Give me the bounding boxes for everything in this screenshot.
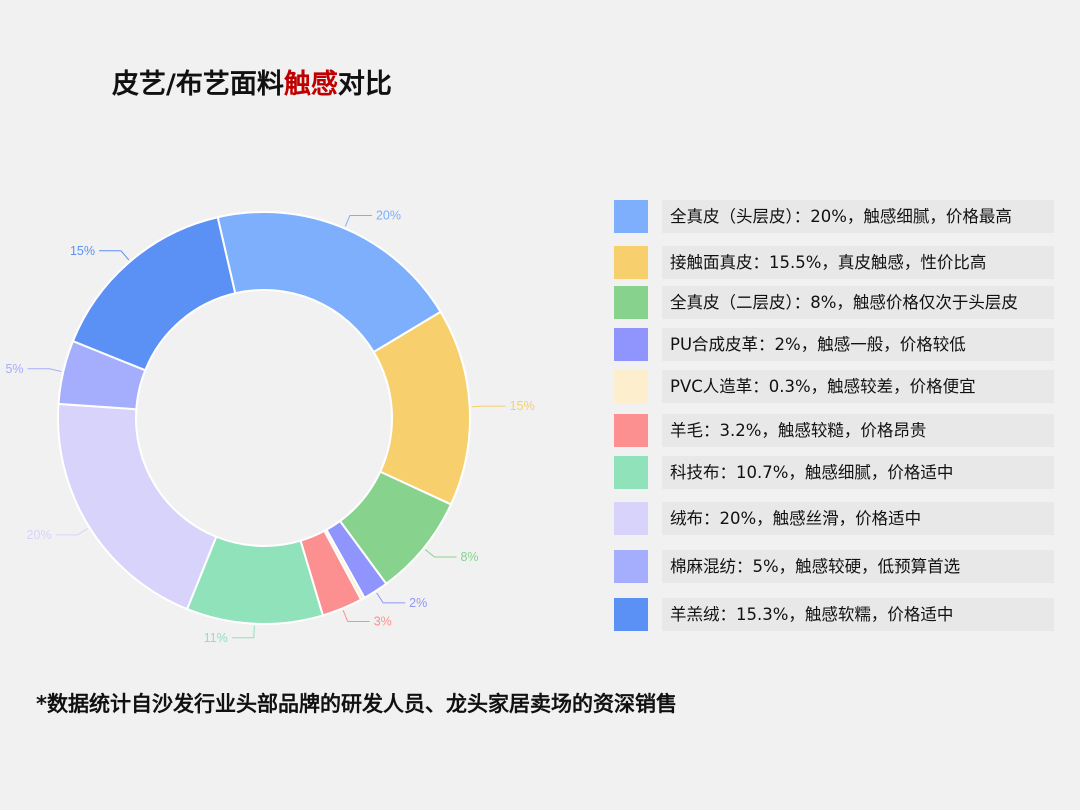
legend-item-7: 绒布：20%，触感丝滑，价格适中 [614, 502, 1054, 535]
legend-item-6: 科技布：10.7%，触感细腻，价格适中 [614, 456, 1054, 489]
label-leader-9 [99, 250, 130, 261]
legend-swatch-4 [614, 370, 648, 403]
legend-swatch-9 [614, 598, 648, 631]
label-leader-1 [471, 405, 506, 408]
slice-label-7: 20% [27, 528, 52, 542]
label-leader-3 [376, 592, 406, 604]
page-title: 皮艺/布艺面料触感对比 [112, 62, 392, 101]
slice-label-5: 3% [374, 614, 392, 628]
donut-slice-9 [71, 216, 237, 372]
donut-slices [57, 211, 471, 625]
slice-label-0: 20% [376, 208, 401, 222]
slice-label-6: 11% [204, 631, 228, 645]
label-leader-7 [55, 528, 89, 536]
legend-label-9: 羊羔绒：15.3%，触感软糯，价格适中 [662, 598, 1054, 631]
label-leader-6 [231, 625, 255, 639]
legend-swatch-8 [614, 550, 648, 583]
legend-swatch-0 [614, 200, 648, 233]
legend-label-4: PVC人造革：0.3%，触感较差，价格便宜 [662, 370, 1054, 403]
legend-item-2: 全真皮（二层皮）：8%，触感价格仅次于头层皮 [614, 286, 1054, 319]
slice-label-2: 8% [460, 550, 478, 564]
legend-item-5: 羊毛：3.2%，触感较糙，价格昂贵 [614, 414, 1054, 447]
legend-label-1: 接触面真皮：15.5%，真皮触感，性价比高 [662, 246, 1054, 279]
legend-swatch-2 [614, 286, 648, 319]
slice-label-3: 2% [409, 596, 427, 610]
legend-swatch-7 [614, 502, 648, 535]
footnote: *数据统计自沙发行业头部品牌的研发人员、龙头家居卖场的资深销售 [36, 692, 677, 716]
legend-swatch-1 [614, 246, 648, 279]
legend-item-0: 全真皮（头层皮）：20%，触感细腻，价格最高 [614, 200, 1054, 233]
legend-swatch-3 [614, 328, 648, 361]
legend-swatch-5 [614, 414, 648, 447]
label-leader-5 [342, 610, 370, 622]
legend-item-1: 接触面真皮：15.5%，真皮触感，性价比高 [614, 246, 1054, 279]
legend-label-8: 棉麻混纺：5%，触感较硬，低预算首选 [662, 550, 1054, 583]
legend-item-8: 棉麻混纺：5%，触感较硬，低预算首选 [614, 550, 1054, 583]
legend-label-3: PU合成皮革：2%，触感一般，价格较低 [662, 328, 1054, 361]
title-suffix: 对比 [337, 69, 392, 100]
label-leader-8 [27, 368, 62, 372]
slice-labels: 20% 15% 8% 2% 3% 11% 20% 5% 15% [5, 208, 534, 644]
legend-item-3: PU合成皮革：2%，触感一般，价格较低 [614, 328, 1054, 361]
legend-label-0: 全真皮（头层皮）：20%，触感细腻，价格最高 [662, 200, 1054, 233]
legend-label-5: 羊毛：3.2%，触感较糙，价格昂贵 [662, 414, 1054, 447]
legend-item-9: 羊羔绒：15.3%，触感软糯，价格适中 [614, 598, 1054, 631]
label-leader-0 [344, 214, 372, 227]
legend-item-4: PVC人造革：0.3%，触感较差，价格便宜 [614, 370, 1054, 403]
title-prefix: 皮艺/布艺面料 [112, 69, 284, 100]
legend-label-2: 全真皮（二层皮）：8%，触感价格仅次于头层皮 [662, 286, 1054, 319]
legend-swatch-6 [614, 456, 648, 489]
label-leader-2 [424, 549, 457, 558]
slice-label-1: 15% [510, 399, 535, 413]
slice-label-8: 5% [5, 362, 23, 376]
legend-label-7: 绒布：20%，触感丝滑，价格适中 [662, 502, 1054, 535]
legend-label-6: 科技布：10.7%，触感细腻，价格适中 [662, 456, 1054, 489]
donut-slice-7 [57, 402, 218, 611]
slice-label-9: 15% [70, 244, 95, 258]
title-highlight: 触感 [283, 69, 338, 100]
